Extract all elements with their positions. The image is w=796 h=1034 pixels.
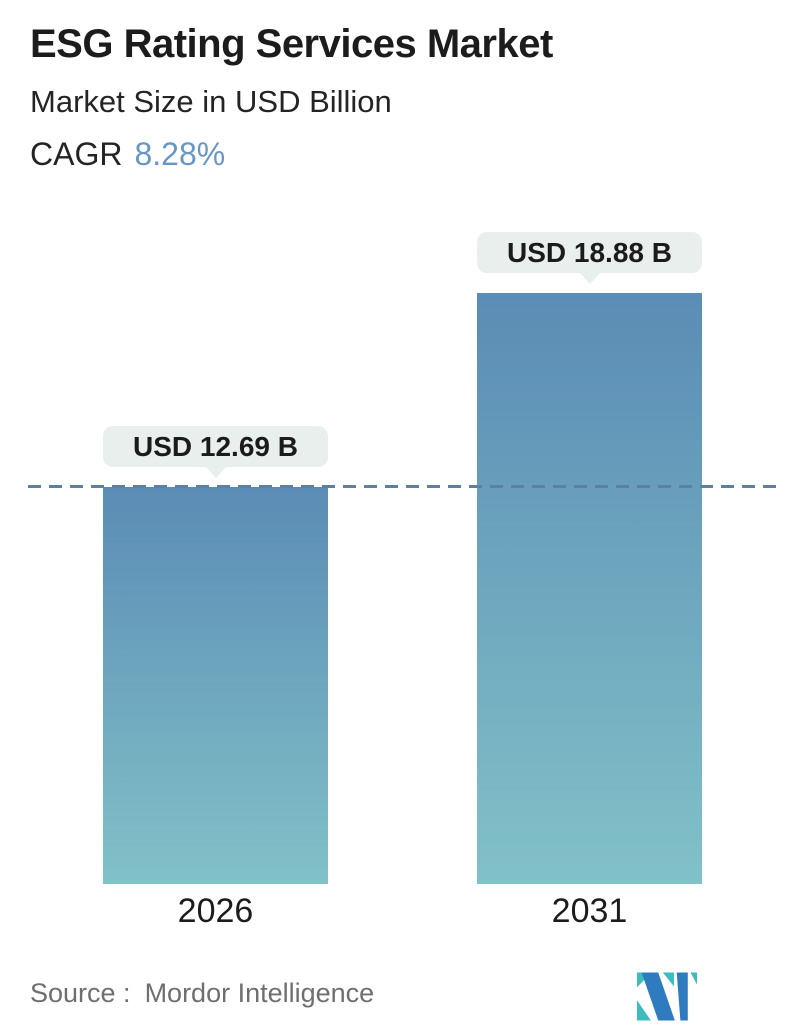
value-bubble-2031: USD 18.88 B: [477, 232, 702, 284]
bar-2026: [103, 487, 328, 884]
mordor-intelligence-logo: [637, 972, 697, 1021]
value-label-2026: USD 12.69 B: [133, 431, 298, 462]
logo-shape: [662, 972, 674, 987]
page-title: ESG Rating Services Market: [30, 22, 553, 66]
value-bubble-2026: USD 12.69 B: [103, 426, 328, 478]
reference-dashed-line: [28, 485, 780, 488]
chart-subtitle: Market Size in USD Billion: [30, 84, 392, 119]
cagr-value: 8.28%: [134, 136, 226, 172]
logo-shape: [690, 972, 697, 985]
source-line: Source : Mordor Intelligence: [30, 978, 374, 1009]
logo-shape: [641, 972, 675, 1021]
source-label: Source :: [30, 978, 131, 1008]
cagr-row: CAGR 8.28%: [30, 136, 225, 173]
cagr-label: CAGR: [30, 136, 123, 172]
x-axis-label-2031: 2031: [551, 892, 628, 930]
bar-group-2026: USD 12.69 B: [103, 426, 328, 884]
logo-shape: [637, 1000, 651, 1021]
value-label-2031: USD 18.88 B: [507, 237, 672, 268]
bubble-pointer-icon: [204, 466, 227, 478]
bar-group-2031: USD 18.88 B: [477, 232, 702, 884]
logo-shape: [676, 972, 688, 1021]
bubble-pointer-icon: [578, 272, 601, 284]
source-value: Mordor Intelligence: [144, 978, 375, 1008]
x-axis-label-2026: 2026: [177, 892, 254, 930]
bar-2031: [477, 293, 702, 884]
